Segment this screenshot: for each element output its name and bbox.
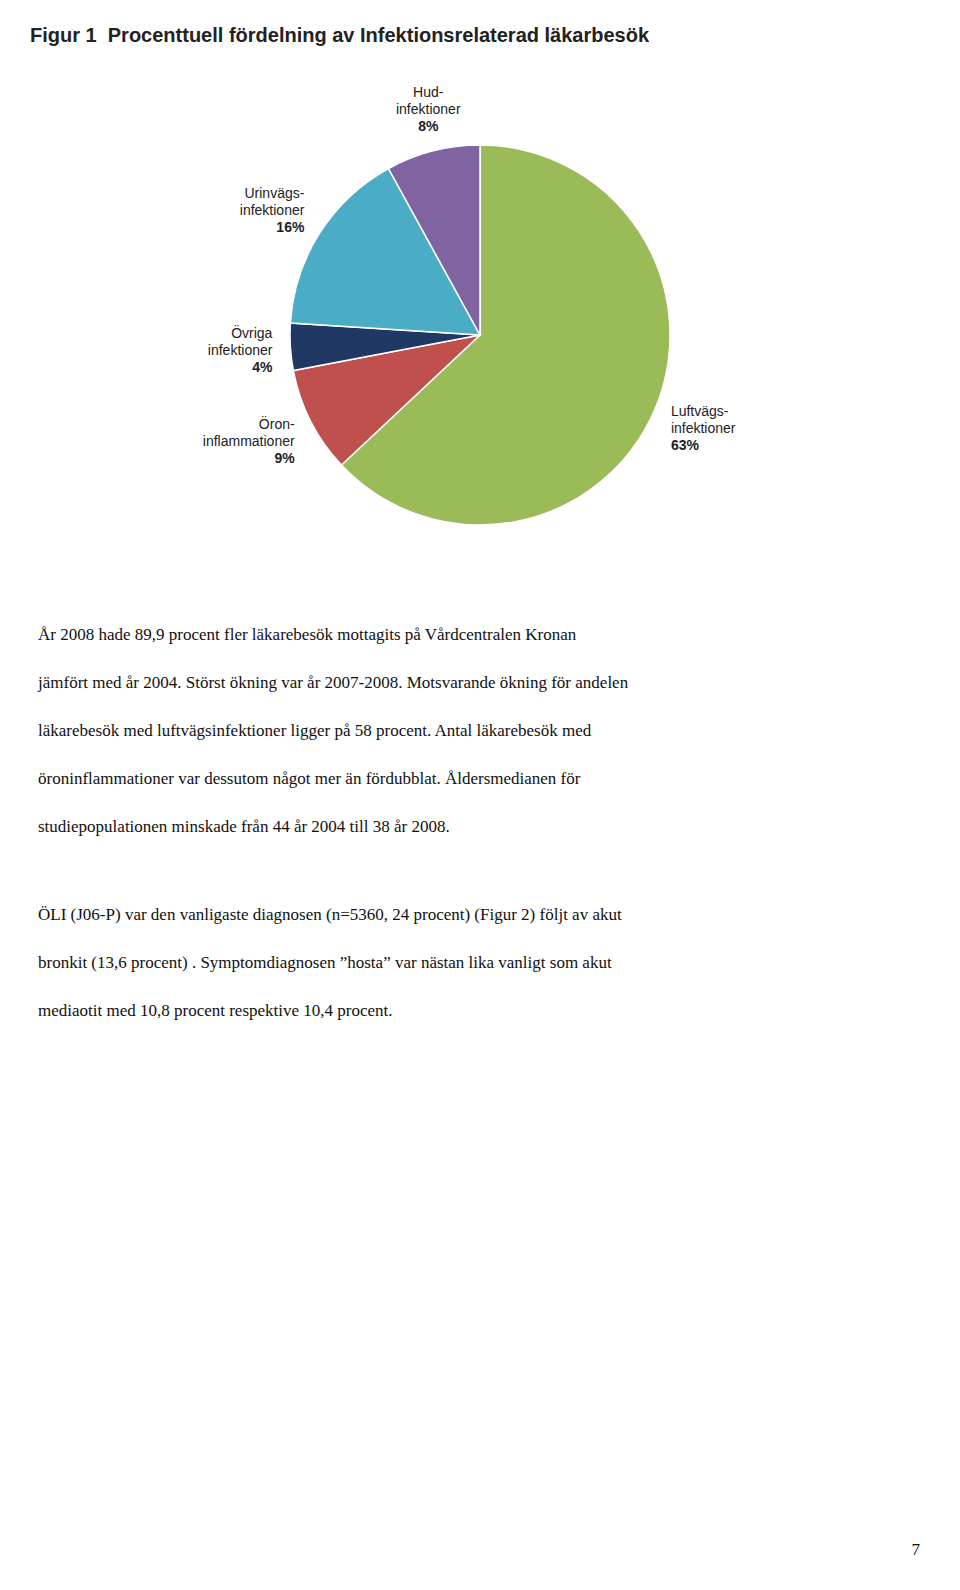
- body-text: läkarebesök med luftvägsinfektioner ligg…: [38, 721, 592, 740]
- pie-slice: [388, 145, 480, 335]
- slice-label: Öron-inflammationer: [203, 415, 295, 449]
- page-number: 7: [912, 1540, 921, 1559]
- body-text: bronkit (13,6 procent) . Symptomdiagnose…: [38, 953, 612, 972]
- slice-label-line: infektioner: [671, 420, 736, 436]
- pie-labels: Luftvägs-infektioner63%Öron-inflammation…: [203, 84, 736, 466]
- slice-label-line: infektioner: [208, 342, 273, 358]
- data-label: 16%: [276, 219, 305, 235]
- data-label: 63%: [671, 437, 700, 453]
- slice-label-line: Urinvägs-: [244, 185, 304, 201]
- title: Figur 1 Procenttuell fördelning av Infek…: [30, 24, 650, 46]
- data-label: 8%: [418, 118, 439, 134]
- body-text: mediaotit med 10,8 procent respektive 10…: [38, 1001, 393, 1020]
- slice-label: Urinvägs-infektioner: [240, 185, 305, 218]
- slice-label: Hud-infektioner: [396, 84, 461, 117]
- body-text: jämfört med år 2004. Störst ökning var å…: [37, 673, 629, 692]
- slice-label: Övrigainfektioner: [208, 324, 273, 358]
- body-text: studiepopulationen minskade från 44 år 2…: [38, 817, 450, 836]
- pie: [290, 145, 670, 525]
- slice-label-line: inflammationer: [203, 433, 295, 449]
- data-label: 9%: [274, 450, 295, 466]
- body-text: öroninflammationer var dessutom något me…: [38, 769, 581, 788]
- slice-label-line: infektioner: [396, 101, 461, 117]
- page: Figur 1 Procenttuell fördelning av Infek…: [0, 0, 960, 1590]
- slice-label-line: Hud-: [413, 84, 444, 100]
- slice-label-line: Öron-: [259, 415, 295, 432]
- data-label: 4%: [252, 359, 273, 375]
- slice-label-line: Övriga: [231, 324, 272, 341]
- slice-label: Luftvägs-infektioner: [671, 403, 736, 436]
- body-text: ÖLI (J06-P) var den vanligaste diagnosen…: [38, 905, 622, 924]
- slice-label-line: Luftvägs-: [671, 403, 729, 419]
- body-text: År 2008 hade 89,9 procent fler läkarebes…: [38, 625, 577, 644]
- slice-label-line: infektioner: [240, 202, 305, 218]
